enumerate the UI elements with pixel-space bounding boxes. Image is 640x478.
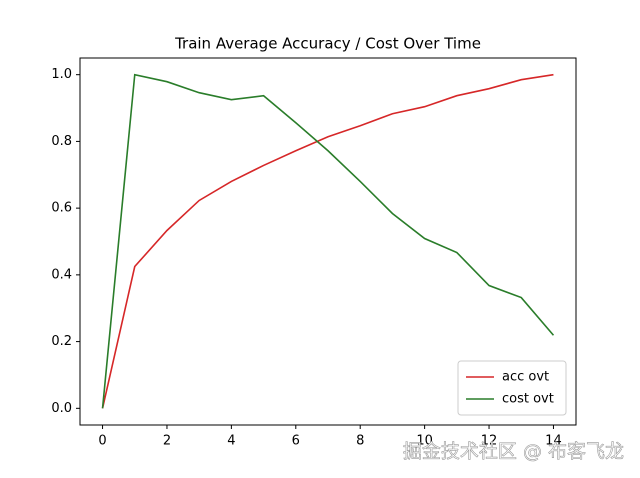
legend-label: acc ovt xyxy=(502,370,549,385)
plot-frame xyxy=(79,57,577,426)
watermark: 掘金技术社区 @ 布客飞龙 xyxy=(403,441,624,463)
y-tick-label: 0.2 xyxy=(51,334,72,349)
y-tick-label: 0.6 xyxy=(51,201,72,216)
x-tick-label: 8 xyxy=(356,434,364,449)
x-tick-label: 10 xyxy=(416,434,433,449)
x-tick-label: 6 xyxy=(292,434,300,449)
y-tick-label: 0.4 xyxy=(51,267,72,282)
y-tick-label: 1.0 xyxy=(51,67,72,82)
y-tick-label: 0.0 xyxy=(51,401,72,416)
x-tick-label: 4 xyxy=(227,434,235,449)
line-series xyxy=(101,73,554,409)
y-tick-label: 0.8 xyxy=(51,134,72,149)
x-tick-label: 14 xyxy=(545,434,562,449)
chart-title: Train Average Accuracy / Cost Over Time xyxy=(174,35,481,53)
legend-box xyxy=(457,360,567,416)
x-tick-label: 0 xyxy=(98,434,106,449)
x-tick-label: 12 xyxy=(481,434,498,449)
legend-label: cost ovt xyxy=(502,392,554,407)
line-series xyxy=(101,73,555,409)
x-tick-label: 2 xyxy=(163,434,171,449)
